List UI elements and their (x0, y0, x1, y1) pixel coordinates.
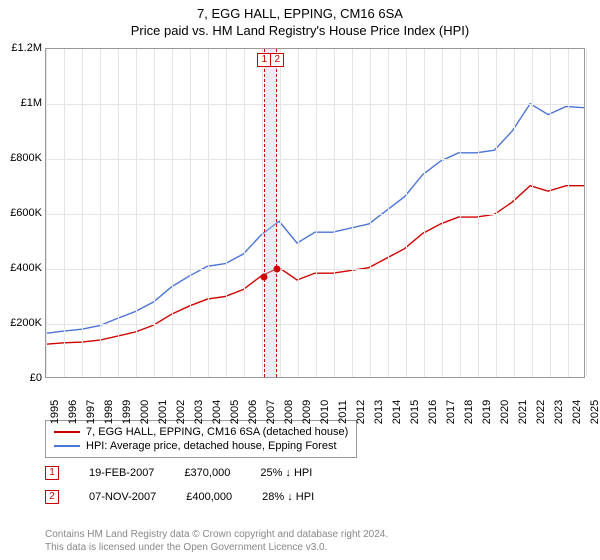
x-axis-label: 2017 (445, 400, 457, 424)
x-axis-label: 1998 (103, 400, 115, 424)
x-axis-label: 2021 (517, 400, 529, 424)
x-axis-label: 1996 (67, 400, 79, 424)
x-axis-label: 2004 (211, 400, 223, 424)
x-axis-label: 2022 (535, 400, 547, 424)
x-axis-label: 2005 (229, 400, 241, 424)
legend-label: 7, EGG HALL, EPPING, CM16 6SA (detached … (86, 426, 348, 438)
legend-swatch-icon (54, 431, 80, 433)
x-axis-label: 1999 (121, 400, 133, 424)
legend-item-paid: 7, EGG HALL, EPPING, CM16 6SA (detached … (54, 425, 348, 439)
x-axis-label: 2020 (499, 400, 511, 424)
line-plot (46, 49, 584, 377)
x-axis-label: 2013 (373, 400, 385, 424)
y-axis-label: £600K (0, 207, 42, 219)
x-axis-label: 2009 (301, 400, 313, 424)
sale-delta: 28% ↓ HPI (262, 491, 314, 503)
sale-marker-label: 2 (270, 53, 284, 67)
sale-marker-dot (261, 274, 268, 281)
title-main: 7, EGG HALL, EPPING, CM16 6SA (0, 6, 600, 21)
titles: 7, EGG HALL, EPPING, CM16 6SA Price paid… (0, 0, 600, 38)
x-axis-label: 2007 (265, 400, 277, 424)
x-axis-label: 2024 (571, 400, 583, 424)
sale-row-2: 2 07-NOV-2007 £400,000 28% ↓ HPI (45, 490, 314, 504)
legend-label: HPI: Average price, detached house, Eppi… (86, 440, 337, 452)
y-axis-label: £1.2M (0, 42, 42, 54)
x-axis-label: 1997 (85, 400, 97, 424)
sale-price: £400,000 (186, 491, 232, 503)
x-axis-label: 2011 (337, 400, 349, 424)
y-axis-label: £400K (0, 262, 42, 274)
title-sub: Price paid vs. HM Land Registry's House … (0, 23, 600, 38)
x-axis-label: 1995 (49, 400, 61, 424)
sale-number-box: 2 (45, 490, 59, 504)
x-axis-label: 2018 (463, 400, 475, 424)
x-axis-label: 2014 (391, 400, 403, 424)
x-axis-label: 2010 (319, 400, 331, 424)
legend: 7, EGG HALL, EPPING, CM16 6SA (detached … (45, 420, 357, 458)
x-axis-label: 2015 (409, 400, 421, 424)
sale-number-box: 1 (45, 466, 59, 480)
legend-swatch-icon (54, 445, 80, 447)
plot-area: 12 (45, 48, 585, 378)
x-axis-label: 2001 (157, 400, 169, 424)
footer: Contains HM Land Registry data © Crown c… (45, 528, 388, 554)
sale-delta: 25% ↓ HPI (260, 467, 312, 479)
x-axis-label: 2008 (283, 400, 295, 424)
footer-line2: This data is licensed under the Open Gov… (45, 541, 388, 554)
sale-date: 07-NOV-2007 (89, 491, 156, 503)
sale-marker-dot (274, 266, 281, 273)
footer-line1: Contains HM Land Registry data © Crown c… (45, 528, 388, 541)
sale-date: 19-FEB-2007 (89, 467, 154, 479)
x-axis-label: 2016 (427, 400, 439, 424)
x-axis-label: 2002 (175, 400, 187, 424)
sale-row-1: 1 19-FEB-2007 £370,000 25% ↓ HPI (45, 466, 312, 480)
y-axis-label: £800K (0, 152, 42, 164)
sale-marker-label: 1 (257, 53, 271, 67)
y-axis-label: £1M (0, 97, 42, 109)
sale-price: £370,000 (184, 467, 230, 479)
x-axis-label: 2006 (247, 400, 259, 424)
x-axis-label: 2023 (553, 400, 565, 424)
x-axis-label: 2012 (355, 400, 367, 424)
x-axis-label: 2025 (589, 400, 600, 424)
x-axis-label: 2019 (481, 400, 493, 424)
chart-container: 7, EGG HALL, EPPING, CM16 6SA Price paid… (0, 0, 600, 560)
x-axis-label: 2003 (193, 400, 205, 424)
sale-period-band (264, 49, 278, 377)
legend-item-hpi: HPI: Average price, detached house, Eppi… (54, 439, 348, 453)
x-axis-label: 2000 (139, 400, 151, 424)
y-axis-label: £0 (0, 372, 42, 384)
y-axis-label: £200K (0, 317, 42, 329)
